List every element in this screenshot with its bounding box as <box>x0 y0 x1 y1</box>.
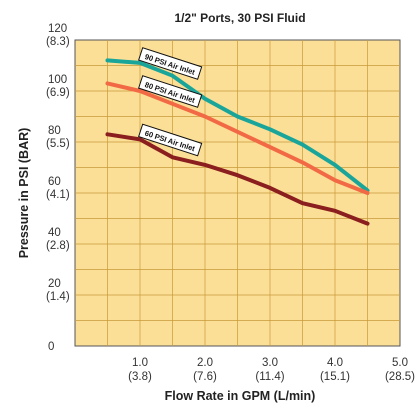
series-line <box>105 58 370 193</box>
x-tick: 5.0 (28.5) <box>385 357 415 383</box>
y-tick-label: 0 <box>48 341 54 353</box>
y-tick-sublabel: (4.1) <box>46 189 70 201</box>
y-tick: 0 <box>48 341 54 353</box>
x-tick-label: 5.0 <box>392 357 408 369</box>
x-tick: 2.0 (7.6) <box>193 357 217 383</box>
series-label-box <box>138 47 203 80</box>
y-tick: 100(6.9) <box>46 74 70 99</box>
y-axis-ticks: 0 20(1.4) 40(2.8) 60(4.1) 80(5.5) 100(6.9) 120… <box>46 23 70 353</box>
series-layer <box>105 58 370 226</box>
x-tick-sublabel: (3.8) <box>128 371 152 383</box>
y-tick: 40(2.8) <box>46 227 70 252</box>
x-tick-label: 1.0 <box>132 357 148 369</box>
y-tick-label: 40 <box>48 227 61 239</box>
x-tick-label: 2.0 <box>197 357 213 369</box>
y-tick-label: 100 <box>48 74 67 86</box>
y-tick-sublabel: (6.9) <box>46 87 70 99</box>
y-tick-sublabel: (1.4) <box>46 291 70 303</box>
y-tick: 60(4.1) <box>46 176 70 201</box>
x-tick-label: 3.0 <box>262 357 278 369</box>
y-tick-label: 60 <box>48 176 61 188</box>
y-axis-label: Pressure in PSI (BAR) <box>17 128 31 259</box>
y-tick-label: 20 <box>48 278 61 290</box>
x-tick: 3.0 (11.4) <box>255 357 284 383</box>
y-tick: 80(5.5) <box>46 125 70 150</box>
y-tick-sublabel: (8.3) <box>46 36 70 48</box>
series-line <box>105 132 370 226</box>
x-axis-ticks: 1.0 (3.8) 2.0 (7.6) 3.0 (11.4) 4.0 (15.1) 5.0 (28… <box>128 357 415 383</box>
y-tick: 20(1.4) <box>46 278 70 303</box>
x-axis-label: Flow Rate in GPM (L/min) <box>165 389 316 403</box>
y-tick-label: 120 <box>48 23 67 35</box>
x-tick-sublabel: (7.6) <box>193 371 217 383</box>
x-tick-label: 4.0 <box>327 357 343 369</box>
y-tick-label: 80 <box>48 125 61 137</box>
chart-title: 1/2" Ports, 30 PSI Fluid <box>174 11 305 25</box>
x-tick-sublabel: (11.4) <box>255 371 284 383</box>
y-tick-sublabel: (5.5) <box>46 138 70 150</box>
series-label-box <box>138 75 203 108</box>
y-tick: 120(8.3) <box>46 23 70 48</box>
x-tick-sublabel: (15.1) <box>320 371 350 383</box>
x-tick: 1.0 (3.8) <box>128 357 152 383</box>
series-label-box <box>138 123 203 157</box>
y-tick-sublabel: (2.8) <box>46 240 70 252</box>
x-tick-sublabel: (28.5) <box>385 371 415 383</box>
x-tick: 4.0 (15.1) <box>320 357 350 383</box>
series-line <box>105 81 370 195</box>
